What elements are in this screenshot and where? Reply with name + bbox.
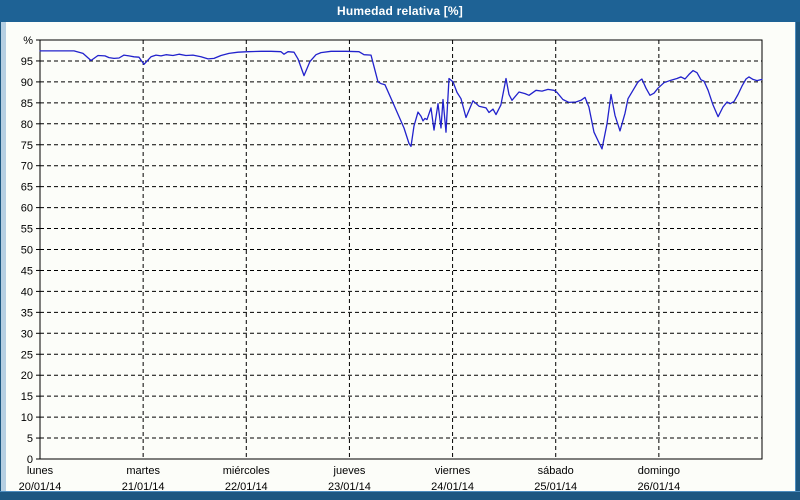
y-tick-label: 20 (21, 370, 33, 382)
chart-area: 0 5 10 15 20 25 30 35 40 45 50 55 60 65 70 75 80 85 90 95% l… (6, 22, 795, 491)
x-date-label: 24/01/14 (431, 481, 474, 491)
window-frame-bottom (0, 491, 800, 500)
y-tick-label: 95 (21, 56, 33, 68)
y-tick-label: 15 (21, 391, 33, 403)
y-tick-label: 10 (21, 412, 33, 424)
y-tick-label: 0 (27, 454, 33, 466)
y-tick-label: 55 (21, 224, 33, 236)
x-day-label: lunes (27, 465, 54, 477)
y-tick-label: 5 (27, 433, 33, 445)
y-tick-label: 80 (21, 119, 33, 131)
x-day-label: viernes (435, 465, 471, 477)
x-day-label: sábado (538, 465, 574, 477)
window-frame-right (795, 22, 800, 491)
y-tick-label: 50 (21, 245, 33, 257)
window-title: Humedad relativa [%] (336, 4, 464, 18)
humidity-line (39, 50, 763, 150)
y-tick-label: 85 (21, 98, 33, 110)
x-day-label: domingo (638, 465, 680, 477)
x-day-label: jueves (333, 465, 366, 477)
plot-border (39, 39, 763, 460)
y-axis-unit-label: % (23, 35, 33, 47)
y-tick-label: 75 (21, 140, 33, 152)
y-tick-label: 60 (21, 203, 33, 215)
y-tick-label: 30 (21, 328, 33, 340)
y-tick-label: 65 (21, 182, 33, 194)
x-day-label: miércoles (223, 465, 271, 477)
x-date-label: 22/01/14 (225, 481, 268, 491)
y-tick-label: 70 (21, 161, 33, 173)
plot-svg: 0 5 10 15 20 25 30 35 40 45 50 55 60 65 70 75 80 85 90 95% l… (19, 35, 763, 491)
x-date-label: 23/01/14 (328, 481, 371, 491)
y-tick-label: 35 (21, 307, 33, 319)
x-date-label: 26/01/14 (637, 481, 680, 491)
y-tick-label: 45 (21, 265, 33, 277)
y-tick-label: 25 (21, 349, 33, 361)
window-frame-left (0, 22, 6, 491)
y-tick-label: 40 (21, 286, 33, 298)
x-date-label: 20/01/14 (19, 481, 62, 491)
y-tick-label: 90 (21, 77, 33, 89)
x-day-label: martes (126, 465, 160, 477)
x-date-label: 21/01/14 (122, 481, 165, 491)
window-title-bar: Humedad relativa [%] (0, 0, 800, 22)
x-date-label: 25/01/14 (534, 481, 577, 491)
